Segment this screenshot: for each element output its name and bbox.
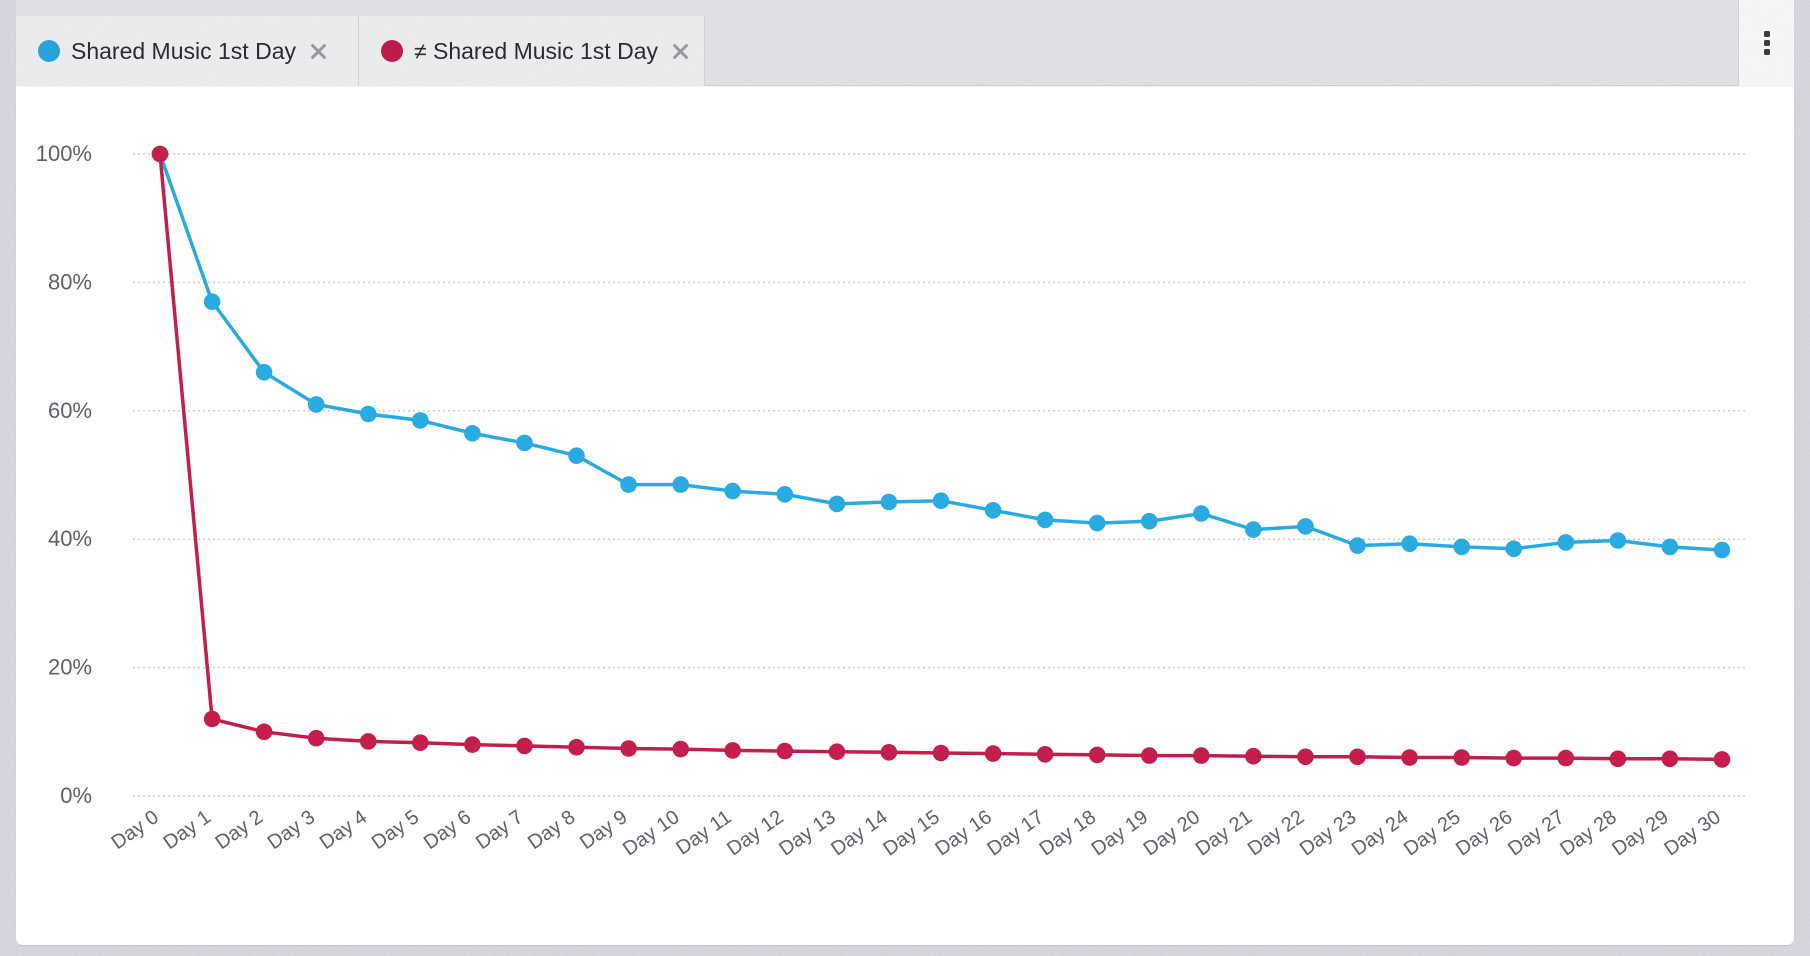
svg-text:Day 4: Day 4: [316, 806, 371, 854]
svg-text:Day 16: Day 16: [931, 806, 996, 860]
svg-text:Day 12: Day 12: [723, 806, 788, 860]
svg-text:Day 30: Day 30: [1660, 806, 1725, 860]
svg-text:40%: 40%: [48, 526, 92, 551]
svg-text:Day 21: Day 21: [1192, 806, 1257, 860]
svg-text:Day 27: Day 27: [1504, 806, 1569, 860]
svg-text:Day 0: Day 0: [107, 806, 162, 854]
svg-text:Day 14: Day 14: [827, 806, 892, 860]
svg-text:Day 11: Day 11: [672, 806, 735, 860]
svg-text:Day 25: Day 25: [1400, 806, 1465, 860]
svg-text:Day 17: Day 17: [983, 806, 1048, 860]
svg-text:20%: 20%: [48, 655, 92, 680]
svg-text:Day 18: Day 18: [1036, 806, 1101, 860]
svg-text:Day 26: Day 26: [1452, 806, 1517, 860]
svg-text:Day 28: Day 28: [1556, 806, 1621, 860]
svg-text:Day 10: Day 10: [619, 806, 684, 860]
svg-text:Day 3: Day 3: [264, 806, 319, 854]
svg-text:Day 8: Day 8: [524, 806, 579, 854]
svg-text:Day 29: Day 29: [1608, 806, 1673, 860]
svg-text:Day 2: Day 2: [212, 806, 267, 854]
svg-text:Day 6: Day 6: [420, 806, 475, 854]
svg-text:80%: 80%: [48, 269, 92, 294]
svg-text:60%: 60%: [48, 398, 92, 423]
svg-text:0%: 0%: [60, 783, 92, 808]
svg-text:Day 23: Day 23: [1296, 806, 1361, 860]
svg-text:100%: 100%: [36, 141, 92, 166]
svg-text:Day 13: Day 13: [775, 806, 840, 860]
svg-text:Day 15: Day 15: [879, 806, 944, 860]
svg-text:Day 7: Day 7: [472, 806, 527, 854]
svg-text:Day 24: Day 24: [1348, 806, 1413, 860]
svg-text:Day 5: Day 5: [368, 806, 423, 854]
svg-text:Day 19: Day 19: [1088, 806, 1153, 860]
svg-text:Day 1: Day 1: [160, 806, 215, 854]
svg-text:Day 20: Day 20: [1140, 806, 1205, 860]
svg-text:Day 22: Day 22: [1244, 806, 1309, 860]
